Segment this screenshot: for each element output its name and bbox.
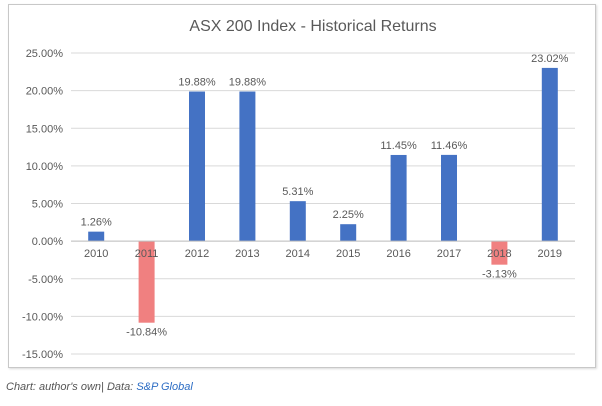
bar — [88, 231, 105, 242]
x-tick-label: 2017 — [437, 248, 461, 260]
x-tick-label: 2010 — [84, 248, 108, 260]
chart-title: ASX 200 Index - Historical Returns — [189, 18, 436, 35]
bar — [390, 154, 407, 242]
y-tick-label: -10.00% — [22, 311, 63, 323]
bar — [189, 91, 205, 242]
data-label: 11.45% — [380, 140, 417, 152]
bar — [541, 67, 558, 242]
chart-caption: Chart: author's own| Data: S&P Global — [6, 381, 193, 393]
x-tick-label: 2011 — [135, 248, 159, 260]
chart-svg: ASX 200 Index - Historical Returns 25.00%… — [22, 18, 575, 361]
x-tick-label: 2013 — [235, 248, 259, 260]
caption-source-link[interactable]: S&P Global — [136, 381, 193, 393]
y-tick-label: 5.00% — [32, 199, 63, 211]
y-tick-label: -15.00% — [22, 349, 63, 361]
data-label: -10.84% — [126, 327, 167, 339]
bar — [239, 91, 256, 242]
data-label: 1.26% — [81, 217, 112, 229]
x-tick-label: 2018 — [487, 248, 511, 260]
data-label: 23.02% — [531, 53, 569, 65]
x-tick-label: 2014 — [286, 248, 310, 260]
x-tick-label: 2019 — [538, 248, 562, 260]
data-label: 11.46% — [431, 140, 468, 152]
bar — [441, 154, 457, 242]
bar — [138, 241, 155, 323]
data-label: 19.88% — [229, 77, 267, 89]
y-tick-label: 25.00% — [26, 48, 64, 60]
y-tick-label: 15.00% — [26, 123, 64, 135]
chart-frame: ASX 200 Index - Historical Returns 25.00%… — [8, 4, 596, 368]
y-tick-label: 20.00% — [26, 86, 64, 98]
y-tick-label: 10.00% — [26, 161, 64, 173]
caption-prefix: Chart: author's own| Data: — [6, 381, 137, 393]
y-tick-label: 0.00% — [32, 236, 63, 248]
bar — [340, 224, 357, 242]
data-label: 5.31% — [282, 186, 313, 198]
data-label: -3.13% — [482, 269, 517, 281]
x-tick-label: 2015 — [336, 248, 360, 260]
bar — [491, 241, 508, 265]
x-tick-label: 2012 — [185, 248, 209, 260]
data-label: 19.88% — [178, 77, 216, 89]
data-label: 2.25% — [333, 209, 364, 221]
y-tick-label: -5.00% — [28, 274, 63, 286]
x-tick-label: 2016 — [386, 248, 410, 260]
bar — [289, 201, 306, 242]
